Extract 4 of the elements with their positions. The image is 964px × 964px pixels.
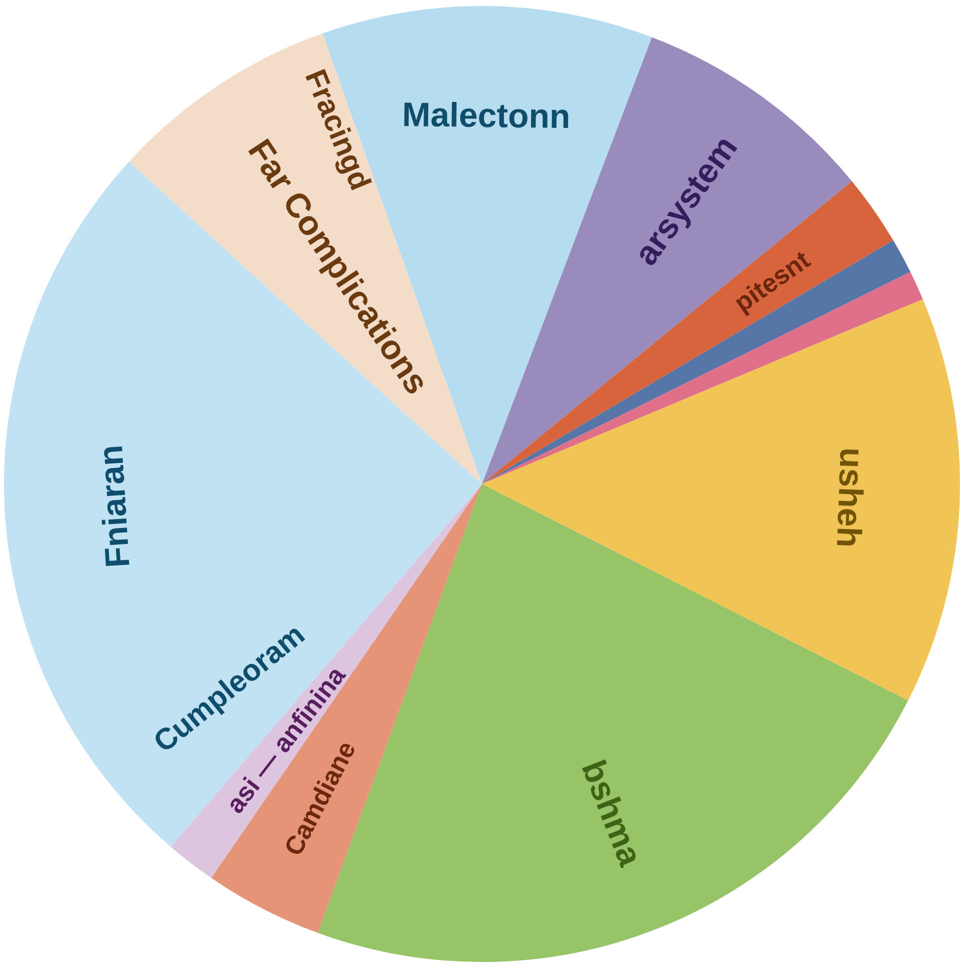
slice-label: Malectonn xyxy=(402,96,571,136)
slice-label: Fniaran xyxy=(92,444,138,569)
slice-label: usheh xyxy=(828,446,871,548)
slice-label: bshma xyxy=(574,755,650,872)
